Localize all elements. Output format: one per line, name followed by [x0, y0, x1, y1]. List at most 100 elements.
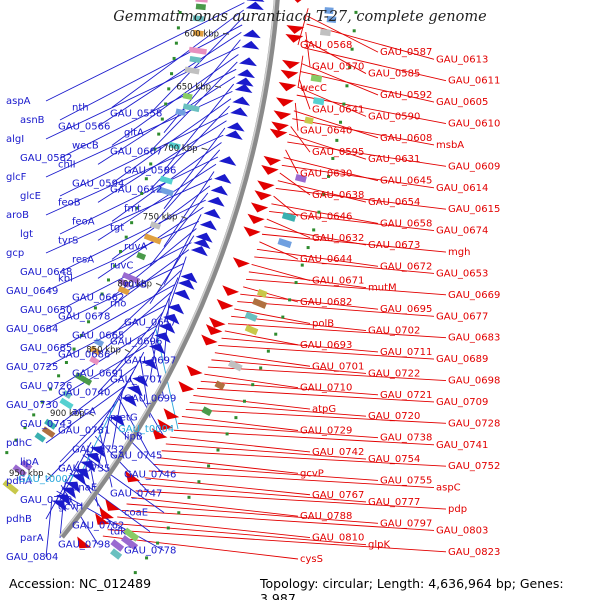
minus-callout-line — [59, 112, 229, 197]
minus-gene-label: ruvA — [124, 242, 147, 253]
plus-gene-label: GAU_0585 — [368, 69, 420, 80]
minus-callout-line — [163, 171, 215, 247]
plus-callout-line — [193, 394, 311, 410]
dotted-ring-mark — [144, 177, 148, 181]
minus-strand-arrow — [154, 332, 171, 344]
minus-callout-line — [59, 365, 138, 425]
dotted-ring-mark — [14, 438, 18, 442]
minus-gene-label: metG — [110, 413, 138, 424]
plus-callout-line — [285, 149, 299, 174]
minus-strand-arrow — [214, 174, 232, 184]
plus-gene-label: GAU_0605 — [436, 97, 488, 108]
category-block — [244, 324, 259, 336]
category-block — [326, 15, 337, 24]
callout-lines — [45, 2, 447, 560]
category-block — [182, 103, 200, 113]
minus-gene-label: GAU_0696 — [110, 337, 162, 348]
minus-strand-arrow — [239, 57, 257, 67]
category-block — [117, 285, 130, 296]
minus-strand-arrow — [163, 313, 180, 325]
minus-gene-label: GAU_0699 — [124, 394, 176, 405]
dotted-ring-mark — [160, 117, 164, 121]
dotted-ring-mark — [124, 235, 128, 239]
plus-strand-arrow — [222, 285, 240, 296]
minus-callout-line — [97, 163, 217, 241]
feature-tracks — [2, 0, 358, 575]
plus-callout-line — [169, 436, 311, 453]
minus-strand-arrow — [51, 500, 67, 512]
minus-gene-label: accA — [72, 406, 96, 417]
category-block — [182, 92, 193, 100]
minus-gene-label: GAU_0648 — [20, 267, 72, 278]
plus-callout-line — [131, 496, 299, 517]
plus-callout-line — [287, 141, 447, 167]
plus-callout-line — [204, 373, 299, 389]
tick-label: 950 kbp — [9, 469, 44, 479]
plus-gene-label: GAU_0638 — [312, 190, 364, 201]
plus-callout-line — [224, 330, 299, 346]
dotted-ring-mark — [100, 292, 104, 296]
category-block — [184, 66, 200, 75]
category-block — [44, 418, 57, 430]
plus-strand-arrow — [286, 25, 305, 34]
dotted-ring-mark — [64, 361, 68, 364]
plus-gene-label: GAU_0742 — [312, 447, 364, 458]
minus-gene-label: glcF — [6, 172, 27, 183]
minus-gene-label: GAU_0804 — [6, 552, 58, 563]
minus-gene-label: GAU_0582 — [20, 153, 72, 164]
category-block — [188, 46, 207, 55]
minus-gene-label: aroB — [6, 210, 29, 221]
dotted-ring-mark — [187, 495, 191, 499]
category-block — [136, 251, 147, 261]
dotted-ring-mark — [5, 451, 9, 455]
category-block — [143, 233, 162, 245]
minus-callout-line — [45, 460, 79, 520]
dotted-ring-mark — [40, 400, 44, 404]
category-block — [201, 406, 213, 417]
plus-callout-line — [277, 180, 367, 203]
plus-gene-label: wecC — [300, 83, 327, 94]
minus-callout-line — [45, 134, 224, 216]
minus-gene-label: GAU_0649 — [6, 286, 58, 297]
minus-callout-line — [45, 221, 199, 292]
plus-gene-label: GAU_0721 — [380, 390, 432, 401]
gene-labels: GAU_0568 GAU_0587 GAU_0613 GAU_0570 GAU_0585… — [6, 40, 500, 565]
plus-callout-line — [153, 463, 379, 481]
plus-gene-label: GAU_0729 — [300, 426, 352, 437]
dotted-ring-mark — [119, 250, 123, 254]
minus-gene-label: pdhC — [6, 438, 32, 449]
plus-callout-line — [197, 387, 435, 403]
plus-strand-arrow — [243, 226, 261, 237]
dotted-ring-mark — [335, 138, 339, 142]
plus-gene-label: GAU_0810 — [312, 533, 364, 544]
minus-gene-label: dnaE — [72, 482, 97, 493]
plus-gene-label: GAU_0640 — [300, 126, 352, 137]
minus-gene-label: GAU_0762 — [72, 520, 124, 531]
plus-gene-label: aspC — [436, 483, 461, 494]
category-block — [149, 221, 162, 230]
dotted-ring-mark — [281, 315, 285, 319]
plus-gene-label: GAU_0752 — [448, 461, 500, 472]
category-block — [120, 535, 139, 551]
plus-gene-label: GAU_0702 — [368, 326, 420, 337]
tick-mark — [124, 348, 131, 353]
minus-callout-line — [97, 410, 112, 469]
plus-gene-label: GAU_0646 — [300, 211, 352, 222]
minus-gene-label: tgt — [110, 223, 124, 234]
tick-mark — [201, 147, 208, 151]
minus-gene-label: glcE — [20, 191, 41, 202]
minus-strand-arrow — [234, 84, 253, 94]
plus-gene-label: GAU_0672 — [380, 261, 432, 272]
plus-gene-label: GAU_0608 — [380, 133, 432, 144]
minus-gene-label: GAU_0662 — [72, 292, 124, 303]
plus-gene-label: GAU_0644 — [300, 254, 352, 265]
minus-gene-label: gcvH — [58, 501, 83, 512]
minus-callout-line — [98, 429, 113, 488]
category-block — [195, 3, 206, 11]
minus-strand-arrow — [126, 385, 143, 397]
plus-callout-line — [246, 278, 447, 296]
minus-strand-arrow — [230, 107, 248, 117]
minus-strand-arrow — [167, 303, 185, 315]
dotted-ring-mark — [79, 333, 83, 337]
category-block — [252, 297, 268, 309]
